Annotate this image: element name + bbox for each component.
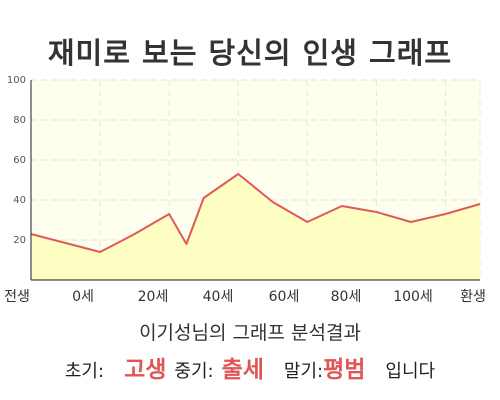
y-tick-label: 80 — [13, 115, 26, 126]
x-tick-label: 80세 — [331, 289, 362, 305]
late-value: 평범 — [323, 357, 366, 383]
middle-label: 중기: — [174, 361, 214, 382]
x-tick-label: 40세 — [203, 289, 234, 305]
x-tick-label: 환생 — [460, 289, 486, 305]
y-tick-label: 40 — [13, 195, 26, 206]
middle-value: 출세 — [221, 357, 264, 383]
x-tick-label: 60세 — [269, 289, 300, 305]
area-fill — [31, 174, 480, 280]
x-tick-label: 100세 — [393, 289, 433, 305]
y-tick-label: 20 — [13, 235, 26, 246]
late-label: 말기: — [283, 361, 324, 382]
ending-text: 입니다 — [385, 361, 436, 382]
early-label: 초기: — [64, 361, 105, 382]
x-tick-label: 0세 — [72, 289, 94, 305]
chart-title: 재미로 보는 당신의 인생 그래프 — [47, 36, 453, 70]
summary-line: 초기: 고생 중기: 출세 말기: 평범 입니다 — [0, 350, 500, 384]
x-tick-label: 20세 — [138, 289, 169, 305]
series-line — [30, 173, 481, 253]
x-tick-label: 전생 — [4, 289, 30, 305]
y-tick-label: 100 — [7, 75, 26, 86]
analysis-text: 이기성님의 그래프 분석결과 — [139, 322, 361, 344]
y-tick-label: 60 — [13, 155, 26, 166]
early-value: 고생 — [124, 357, 167, 383]
